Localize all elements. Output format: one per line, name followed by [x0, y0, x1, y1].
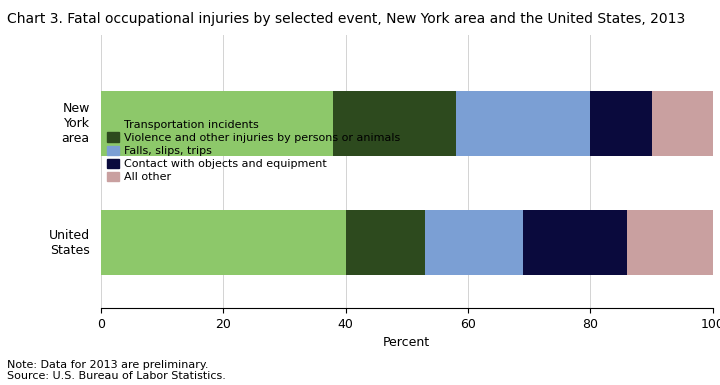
- Bar: [590, 91, 652, 156]
- Bar: [456, 91, 590, 156]
- Bar: [101, 210, 346, 275]
- Bar: [333, 91, 456, 156]
- Bar: [627, 210, 713, 275]
- Legend: Transportation incidents, Violence and other injuries by persons or animals, Fal: Transportation incidents, Violence and o…: [107, 118, 402, 184]
- Bar: [652, 91, 713, 156]
- Bar: [523, 210, 627, 275]
- Bar: [101, 91, 333, 156]
- Text: Note: Data for 2013 are preliminary.
Source: U.S. Bureau of Labor Statistics.: Note: Data for 2013 are preliminary. Sou…: [7, 360, 226, 381]
- Text: Chart 3. Fatal occupational injuries by selected event, New York area and the Un: Chart 3. Fatal occupational injuries by …: [7, 12, 685, 25]
- X-axis label: Percent: Percent: [383, 336, 431, 349]
- Bar: [346, 210, 425, 275]
- Bar: [425, 210, 523, 275]
